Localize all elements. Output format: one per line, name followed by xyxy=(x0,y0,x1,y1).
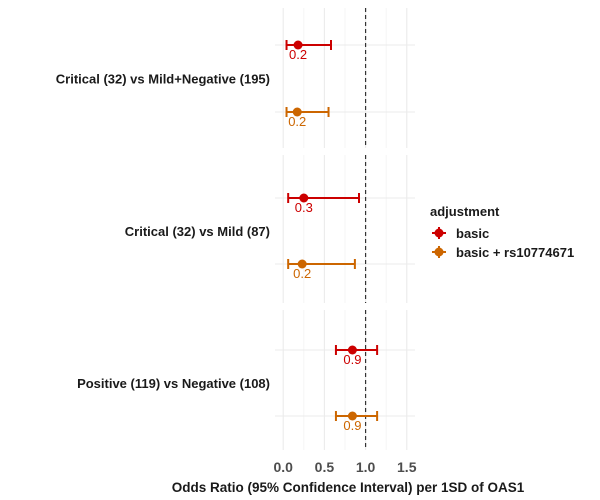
value-label: 0.9 xyxy=(343,352,361,367)
point-estimate xyxy=(347,345,357,355)
x-tick-label: 0.5 xyxy=(315,459,335,475)
data-layer: 0.2 0.2 0.3 0.2 0.9 0.9 xyxy=(285,40,379,433)
group-label: Critical (32) vs Mild+Negative (195) xyxy=(56,72,270,87)
row-labels: Critical (32) vs Mild+Negative (195) Crit… xyxy=(56,72,270,392)
group-label: Critical (32) vs Mild (87) xyxy=(125,224,270,239)
x-tick-label: 1.0 xyxy=(356,459,376,475)
x-axis-title: Odds Ratio (95% Confidence Interval) per… xyxy=(172,480,525,495)
point-estimate xyxy=(292,107,302,117)
grid-layer xyxy=(275,8,415,450)
value-label: 0.2 xyxy=(288,114,306,129)
point-estimate xyxy=(347,411,357,421)
value-label: 0.9 xyxy=(343,418,361,433)
point-estimate xyxy=(299,193,309,203)
legend-key-point xyxy=(434,228,444,238)
x-tick-label: 0.0 xyxy=(274,459,294,475)
group-label: Positive (119) vs Negative (108) xyxy=(77,376,270,391)
legend-title: adjustment xyxy=(430,204,500,219)
point-estimate xyxy=(297,259,307,269)
x-tick-label: 1.5 xyxy=(397,459,417,475)
legend: adjustment basic basic + rs10774671 xyxy=(430,204,574,260)
legend-key-point xyxy=(434,247,444,257)
value-label: 0.3 xyxy=(295,200,313,215)
legend-label: basic xyxy=(456,226,489,241)
legend-label: basic + rs10774671 xyxy=(456,245,574,260)
value-label: 0.2 xyxy=(293,266,311,281)
point-estimate xyxy=(293,40,303,50)
x-axis: 0.0 0.5 1.0 1.5 xyxy=(274,459,417,475)
value-label: 0.2 xyxy=(289,47,307,62)
